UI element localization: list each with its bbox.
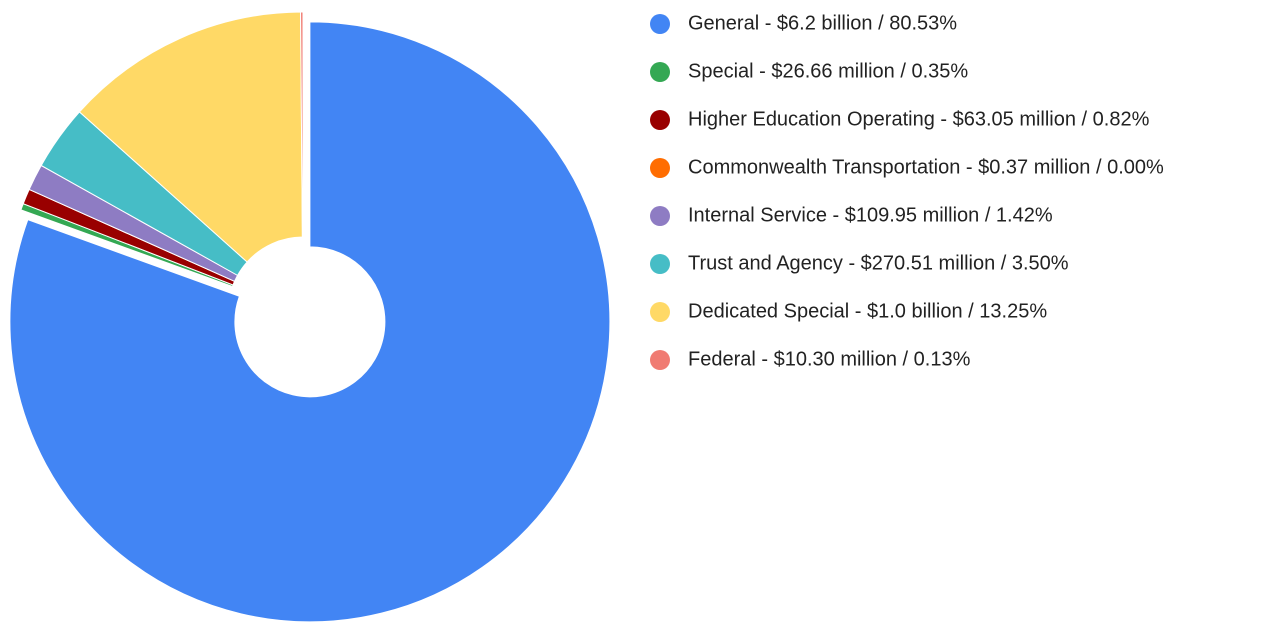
- legend-swatch: [650, 158, 670, 178]
- legend-label: General - $6.2 billion / 80.53%: [688, 12, 957, 34]
- legend-swatch: [650, 206, 670, 226]
- legend-swatch: [650, 350, 670, 370]
- legend-label: Trust and Agency - $270.51 million / 3.5…: [688, 252, 1069, 274]
- legend-swatch: [650, 62, 670, 82]
- legend-label: Dedicated Special - $1.0 billion / 13.25…: [688, 300, 1047, 322]
- legend-swatch: [650, 110, 670, 130]
- legend-label: Higher Education Operating - $63.05 mill…: [688, 108, 1150, 130]
- legend-label: Federal - $10.30 million / 0.13%: [688, 348, 971, 370]
- legend-label: Internal Service - $109.95 million / 1.4…: [688, 204, 1053, 226]
- pie-slice: [300, 11, 304, 238]
- legend-swatch: [650, 254, 670, 274]
- legend-label: Special - $26.66 million / 0.35%: [688, 60, 968, 82]
- legend-label: Commonwealth Transportation - $0.37 mill…: [688, 156, 1164, 178]
- legend-swatch: [650, 302, 670, 322]
- legend-swatch: [650, 14, 670, 34]
- pie-slice: [9, 21, 611, 622]
- pie-slice: [78, 11, 303, 263]
